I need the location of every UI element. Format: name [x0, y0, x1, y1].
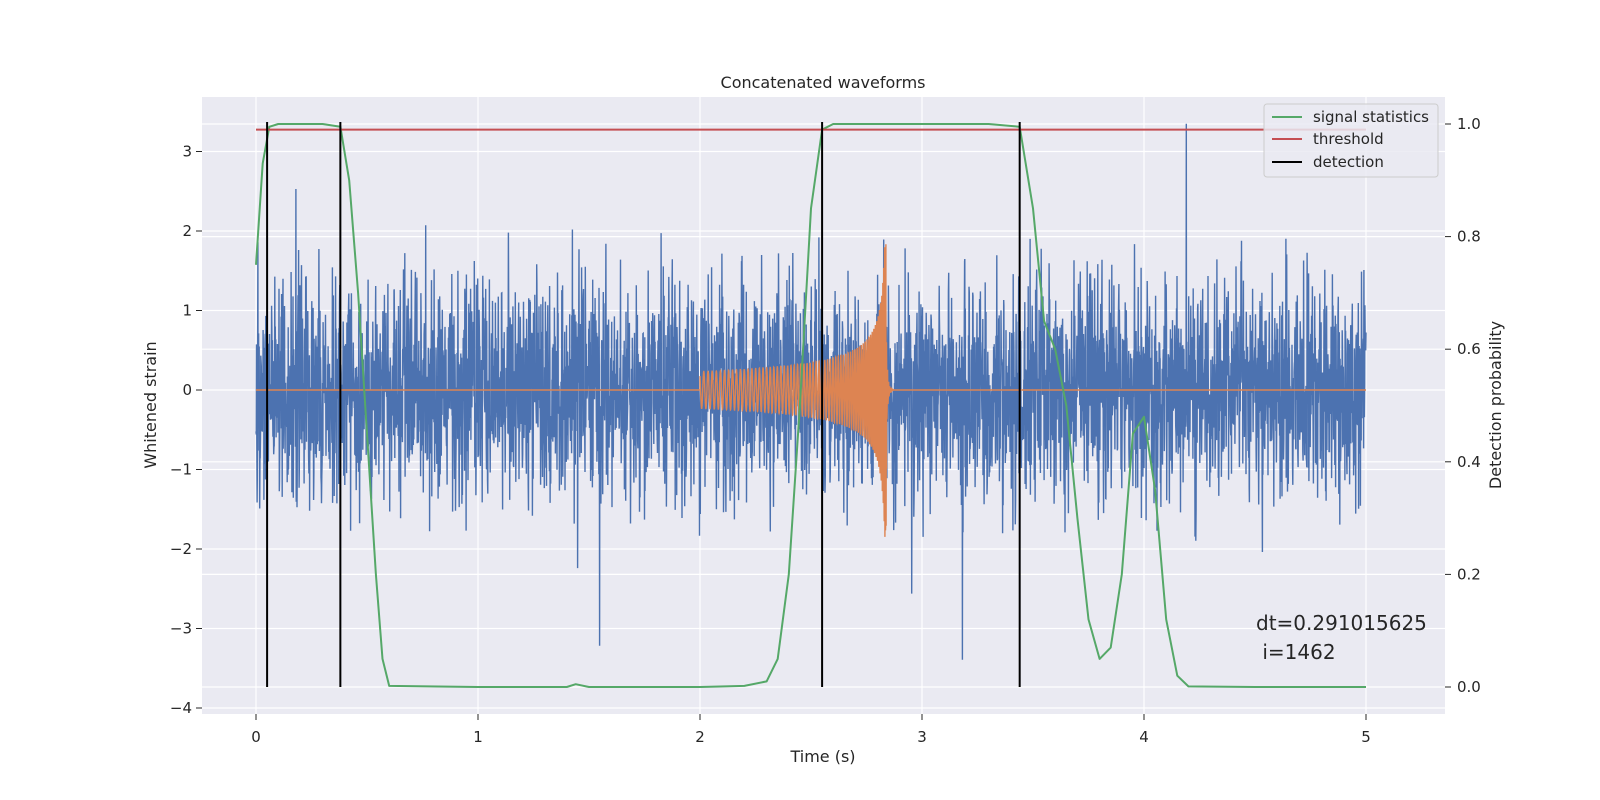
y-tick-label: −1	[170, 461, 192, 479]
x-tick-label: 4	[1139, 728, 1149, 746]
x-tick-label: 1	[473, 728, 483, 746]
x-tick-label: 2	[695, 728, 705, 746]
chirp-series-line	[256, 244, 1366, 537]
tick-labels: 0 1 2 3 4 5 3 2 1 0 −1 −2 −3 −4 1.0 0.8 0.6 0.4 0.2 0.0	[170, 115, 1481, 746]
y2-tick-label: 0.2	[1457, 565, 1481, 583]
y-tick-label: −3	[170, 620, 192, 638]
plot-area	[255, 122, 1367, 688]
y2-tick-label: 0.4	[1457, 453, 1481, 471]
y-tick-label: 1	[182, 302, 192, 320]
legend: signal statistics threshold detection	[1263, 103, 1439, 178]
y-tick-label: −2	[170, 540, 192, 558]
x-tick-label: 5	[1361, 728, 1371, 746]
x-tick-label: 3	[917, 728, 927, 746]
x-axis-label: Time (s)	[789, 747, 855, 766]
y-tick-label: 3	[182, 143, 192, 161]
legend-label-detection: detection	[1313, 153, 1384, 171]
y2-axis-label: Detection probability	[1486, 321, 1505, 489]
x-tick-label: 0	[251, 728, 261, 746]
annotation-dt: dt=0.291015625	[1256, 611, 1427, 635]
signal-statistics-line	[255, 123, 1366, 688]
annotation-i: i=1462	[1256, 640, 1336, 664]
y2-tick-label: 0.6	[1457, 340, 1481, 358]
y2-tick-label: 0.0	[1457, 678, 1481, 696]
noise-series-line	[255, 123, 1367, 660]
legend-box	[1263, 103, 1439, 178]
y-axis-label: Whitened strain	[141, 341, 160, 468]
y2-tick-label: 0.8	[1457, 228, 1481, 246]
y-tick-label: 2	[182, 222, 192, 240]
y-tick-label: −4	[170, 699, 192, 717]
legend-label-signal-statistics: signal statistics	[1313, 108, 1429, 126]
legend-label-threshold: threshold	[1313, 130, 1384, 148]
y-tick-label: 0	[182, 381, 192, 399]
y2-tick-label: 1.0	[1457, 115, 1481, 133]
chart-title: Concatenated waveforms	[721, 73, 926, 92]
